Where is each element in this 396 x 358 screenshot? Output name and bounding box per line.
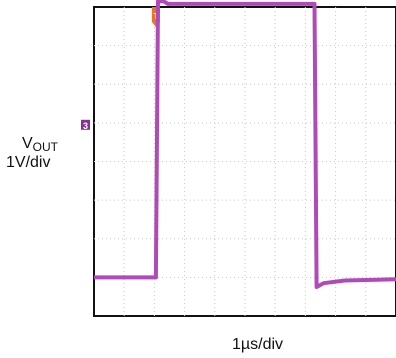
x-axis-label: 1µs/div [232, 336, 284, 353]
y-axis-scale: 1V/div [6, 154, 51, 171]
signal-trace-line [94, 0, 396, 289]
y-axis-label-prefix: V [22, 135, 33, 152]
channel-marker [81, 119, 90, 130]
y-axis-label: VOUT [22, 134, 58, 157]
y-axis-label-subscript: OUT [32, 140, 59, 154]
plot-frame [93, 6, 396, 317]
channel-marker-label: 3 [83, 121, 88, 131]
signal-trace [94, 0, 396, 289]
